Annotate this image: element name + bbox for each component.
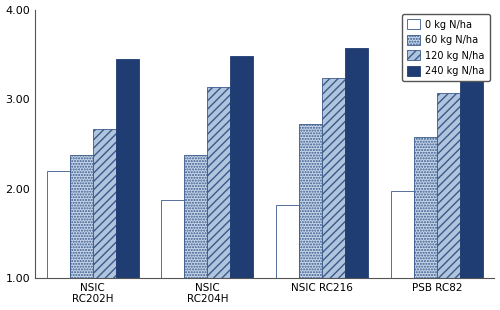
Bar	[276, 205, 299, 278]
Bar	[184, 155, 208, 278]
Bar	[116, 59, 138, 278]
Bar	[460, 38, 483, 278]
Bar	[162, 200, 184, 278]
Bar	[46, 170, 70, 278]
Bar	[322, 78, 345, 278]
Bar	[92, 129, 116, 278]
Legend: 0 kg N/ha, 60 kg N/ha, 120 kg N/ha, 240 kg N/ha: 0 kg N/ha, 60 kg N/ha, 120 kg N/ha, 240 …	[402, 15, 490, 81]
Bar	[70, 155, 92, 278]
Bar	[414, 137, 437, 278]
Bar	[300, 124, 322, 278]
Bar	[391, 191, 414, 278]
Bar	[230, 56, 254, 278]
Bar	[208, 87, 231, 278]
Bar	[437, 93, 460, 278]
Bar	[345, 48, 368, 278]
